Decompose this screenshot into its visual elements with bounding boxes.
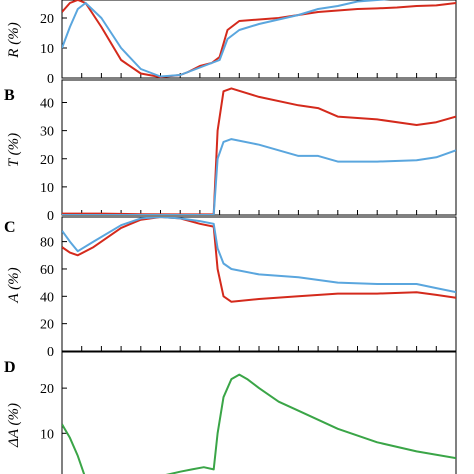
series-line-a-1 [62, 0, 456, 78]
y-tick-label: 40 [40, 290, 54, 305]
y-tick-label: 0 [47, 472, 54, 474]
y-tick-label: 60 [40, 263, 54, 278]
y-tick-label: 10 [40, 181, 54, 196]
series-line-b-1 [62, 87, 456, 215]
y-tick-label: 20 [40, 382, 54, 397]
panel-b: B 0 10 20 30 40 T (%) [4, 79, 457, 224]
panel-letter-d: D [4, 359, 16, 376]
y-tick-label: 20 [40, 318, 54, 333]
y-axis-label: A (%) [6, 267, 22, 303]
y-tick-label: 30 [40, 125, 54, 140]
y-tick-label: 10 [40, 42, 54, 57]
panel-b-frame [61, 79, 457, 216]
y-tick-label: 80 [40, 236, 54, 251]
panel-a: 0 10 20 R (%) [6, 0, 457, 87]
series-line-d-1 [62, 373, 456, 474]
y-tick-label: 0 [47, 345, 54, 360]
y-tick-label: 10 [40, 427, 54, 442]
panel-c: C 0 20 40 60 80 A (%) [4, 216, 457, 360]
panel-letter-b: B [4, 87, 15, 104]
y-axis-label: T (%) [6, 133, 22, 167]
y-tick-label: 20 [40, 153, 54, 168]
series-line-c-1 [62, 217, 456, 303]
panel-d: D 0 10 20 ΔA (%) [4, 351, 457, 474]
series-line-b-2 [62, 138, 456, 215]
series-line-a-2 [62, 0, 391, 78]
y-tick-label: 20 [40, 12, 54, 27]
y-tick-label: 40 [40, 97, 54, 112]
panel-d-frame [61, 351, 457, 474]
panel-letter-c: C [4, 219, 16, 236]
y-tick-label: 0 [47, 72, 54, 87]
panel-a-frame [61, 0, 457, 79]
y-tick-label: 0 [47, 209, 54, 224]
y-axis-label: ΔA (%) [6, 403, 22, 448]
series-line-c-2 [62, 217, 456, 294]
y-axis-label: R (%) [6, 22, 22, 58]
